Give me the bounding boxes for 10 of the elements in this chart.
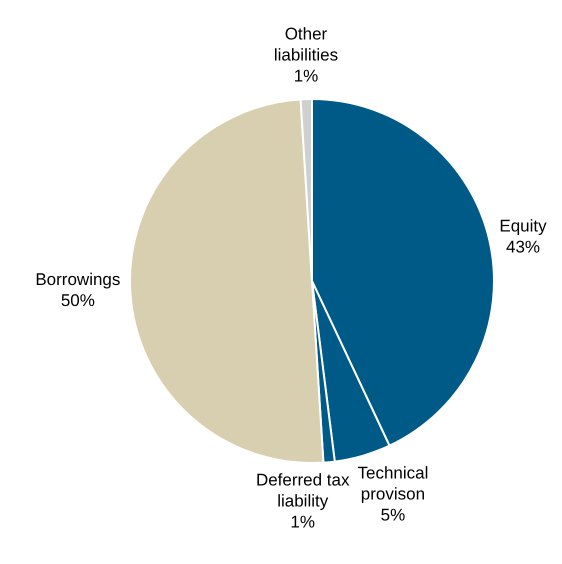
- slice-label: Technical provison: [357, 464, 428, 504]
- data-label: 5%: [380, 506, 406, 525]
- data-label: 1%: [290, 512, 316, 532]
- slice-label: Borrowings: [35, 270, 120, 290]
- slice-label: Deferred tax liability: [256, 470, 350, 510]
- slice-label: Other liabilities: [274, 24, 338, 64]
- data-label: 43%: [506, 237, 540, 256]
- data-label: 1%: [294, 66, 318, 86]
- slice-label: Equity: [499, 216, 548, 236]
- data-label: 50%: [60, 291, 95, 310]
